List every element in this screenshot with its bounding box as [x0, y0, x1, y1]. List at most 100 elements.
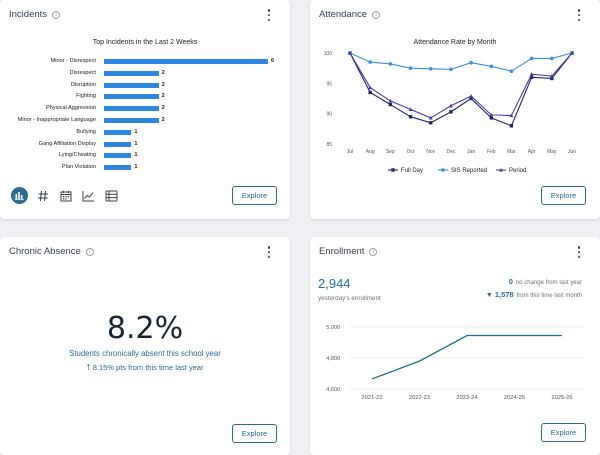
data-point	[408, 107, 413, 112]
enrollment-card: Enrollment i 2,944 yesterday's enrollmen…	[310, 237, 600, 455]
incident-bar[interactable]	[104, 141, 132, 147]
data-point	[449, 110, 453, 114]
chronic-change-text: 8.15% pts from this time last year	[92, 363, 204, 372]
incident-bar-row: Gang Affiliation Display 1	[0, 140, 290, 148]
x-tick-label: 2023-24	[456, 395, 478, 401]
attendance-title: Attendance i	[319, 9, 381, 20]
legend-label: Period	[509, 168, 526, 174]
legend-marker	[391, 168, 395, 172]
incident-bar-row: Lying/Cheating 1	[0, 151, 290, 159]
y-tick-label: 95	[326, 81, 332, 87]
x-tick-label: Oct	[407, 149, 415, 155]
incident-value-label: 2	[161, 81, 165, 88]
info-icon[interactable]: i	[85, 247, 94, 256]
series-line	[349, 52, 573, 119]
series-line	[349, 52, 573, 72]
incident-category-label: Gang Affiliation Display	[38, 140, 96, 147]
change-last-month-value: 1,578	[494, 290, 514, 299]
enrollment-explore-button[interactable]: Explore	[541, 423, 586, 442]
x-tick-label: Dec	[446, 149, 455, 155]
x-tick-label: 2024-25	[504, 395, 525, 401]
trend-chart-icon[interactable]	[80, 187, 97, 204]
data-point	[529, 56, 534, 61]
incident-bar[interactable]	[104, 82, 159, 88]
calendar-icon[interactable]	[57, 187, 74, 204]
change-last-year-text: no change from last year	[515, 280, 582, 286]
incident-category-label: Minor - Inappropriate Language	[17, 117, 96, 123]
data-point	[489, 112, 494, 117]
incident-value-label: 2	[161, 117, 165, 123]
incident-bar[interactable]	[104, 118, 159, 123]
change-last-month-text: from this time last month	[516, 293, 582, 299]
more-options-icon[interactable]	[576, 9, 582, 21]
incident-bar[interactable]	[104, 94, 159, 100]
chronic-absence-subtitle: Students chronically absent this school …	[69, 349, 221, 358]
info-icon[interactable]: i	[52, 10, 61, 19]
more-options-icon[interactable]	[266, 246, 272, 258]
x-tick-label: Sep	[386, 149, 395, 155]
incident-bar[interactable]	[104, 59, 268, 64]
incident-value-label: 1	[134, 128, 138, 135]
incident-category-label: Fighting	[76, 93, 96, 100]
x-tick-label: Feb	[487, 149, 496, 155]
data-point	[368, 90, 372, 95]
data-point	[348, 51, 352, 55]
incident-bar[interactable]	[104, 165, 132, 171]
incidents-chart-title: Top Incidents in the Last 2 Weeks	[92, 39, 198, 46]
info-icon[interactable]: i	[372, 10, 381, 19]
bar-chart-icon[interactable]	[11, 187, 28, 204]
x-tick-label: Mar	[507, 149, 516, 155]
hash-icon[interactable]	[34, 187, 51, 204]
incident-category-label: Disruption	[70, 81, 96, 88]
incidents-explore-button[interactable]: Explore	[232, 186, 277, 205]
data-point	[428, 115, 433, 120]
x-tick-label: 2025-26	[551, 395, 572, 401]
incident-bar[interactable]	[104, 106, 159, 112]
table-icon[interactable]	[103, 187, 120, 204]
arrow-up-icon: 🡑	[86, 363, 91, 372]
attendance-chart-title: Attendance Rate by Month	[414, 39, 497, 46]
y-tick-label: 4,600	[326, 387, 340, 393]
data-point	[388, 102, 393, 107]
x-tick-label: May	[547, 149, 557, 155]
x-tick-label: Jan	[467, 149, 475, 155]
incident-bar[interactable]	[104, 70, 159, 76]
more-options-icon[interactable]	[576, 246, 582, 258]
data-point	[469, 60, 473, 65]
chronic-absence-change: 🡑 8.15% pts from this time last year	[0, 362, 290, 376]
data-point	[509, 113, 514, 118]
incident-bar[interactable]	[104, 153, 132, 159]
x-tick-label: Aug	[366, 149, 375, 155]
data-point	[469, 94, 474, 98]
more-options-icon[interactable]	[266, 9, 272, 21]
data-point	[509, 124, 514, 128]
incident-value-label: 2	[161, 93, 165, 100]
legend-item: Full Day	[388, 168, 423, 174]
incident-bar[interactable]	[104, 129, 132, 135]
x-tick-label: Jul	[347, 149, 353, 155]
data-point	[489, 64, 494, 69]
y-tick-label: 5,000	[326, 325, 340, 331]
chronic-absence-title: Chronic Absence i	[9, 246, 94, 257]
y-tick-label: 90	[326, 112, 332, 118]
attendance-explore-button[interactable]: Explore	[541, 186, 586, 205]
legend-item: SIS Reported	[438, 168, 487, 174]
incident-bar-row: Disruption 2	[0, 81, 290, 89]
data-point	[448, 103, 453, 108]
legend-label: SIS Reported	[451, 168, 487, 174]
enrollment-title-text: Enrollment	[319, 246, 365, 257]
incident-category-label: Physical Aggression	[45, 105, 96, 112]
enrollment-count: 2,944	[318, 276, 351, 291]
x-tick-label: Apr	[528, 149, 536, 155]
x-tick-label: Nov	[426, 149, 435, 155]
data-point	[550, 76, 554, 81]
legend-item: Period	[496, 168, 526, 174]
chronic-explore-button[interactable]: Explore	[232, 424, 277, 443]
info-icon[interactable]: i	[369, 247, 378, 256]
data-point	[449, 67, 453, 72]
enrollment-change-last-month: ▼ 1,578 from this time last month	[486, 290, 582, 299]
change-last-year-value: 0	[508, 277, 513, 286]
data-point	[529, 72, 534, 76]
incidents-card: Incidents i Top Incidents in the Last 2 …	[0, 0, 290, 219]
incident-bar-row: Plan Violation 1	[0, 163, 290, 171]
